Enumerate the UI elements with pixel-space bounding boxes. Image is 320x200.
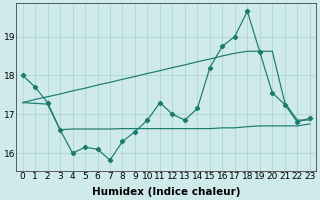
X-axis label: Humidex (Indice chaleur): Humidex (Indice chaleur) bbox=[92, 187, 240, 197]
